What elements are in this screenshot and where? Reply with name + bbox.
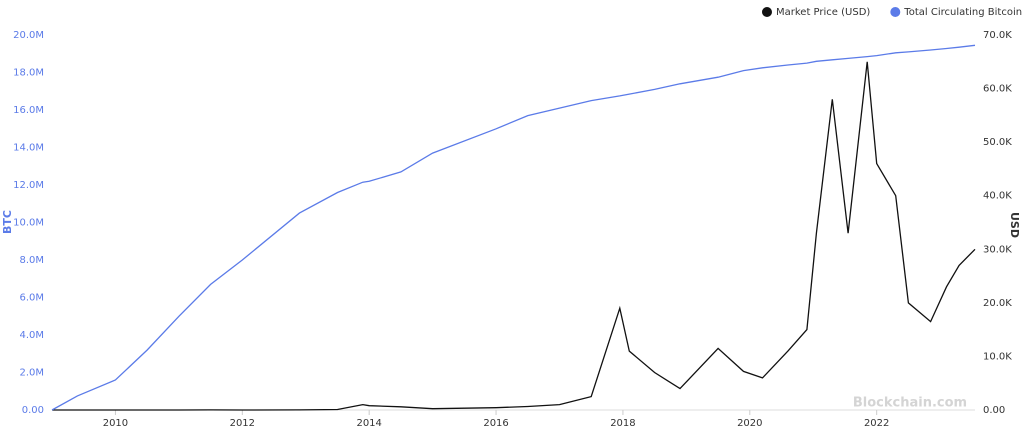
x-tick-label: 2020 [737,418,762,429]
y-tick-label: 14.0M [13,143,44,154]
y2-tick-label: 60.0K [983,84,1012,95]
y-tick-label: 18.0M [13,68,44,79]
y2-axis-label: USD [1008,212,1021,238]
series-line [51,44,976,411]
x-tick-label: 2012 [230,418,255,429]
y-tick-label: 12.0M [13,180,44,191]
legend-label: Total Circulating Bitcoin [903,7,1022,18]
x-tick-label: 2018 [610,418,635,429]
y-tick-label: 2.0M [19,368,44,379]
x-tick-label: 2010 [103,418,128,429]
y-tick-label: 4.0M [19,330,44,341]
y-tick-label: 6.0M [19,293,44,304]
y2-tick-label: 40.0K [983,191,1012,202]
y-tick-label: 10.0M [13,218,44,229]
legend-marker [890,7,901,17]
y-tick-label: 0.00 [22,405,44,416]
legend-marker [762,7,772,17]
y2-tick-label: 20.0K [983,298,1012,309]
y2-tick-label: 10.0K [983,351,1012,362]
y-axis-label: BTC [1,210,14,234]
y2-tick-label: 30.0K [983,244,1012,255]
y2-tick-label: 0.00 [983,405,1005,416]
y-tick-label: 20.0M [13,30,44,41]
y-tick-label: 8.0M [19,255,44,266]
x-tick-label: 2022 [864,418,889,429]
x-tick-label: 2016 [483,418,508,429]
series-line [52,61,976,411]
x-tick-label: 2014 [356,418,381,429]
y2-tick-label: 70.0K [983,30,1012,41]
watermark: Blockchain.com [853,396,967,411]
y-tick-label: 16.0M [13,105,44,116]
y2-tick-label: 50.0K [983,137,1012,148]
legend-label: Market Price (USD) [776,7,870,18]
